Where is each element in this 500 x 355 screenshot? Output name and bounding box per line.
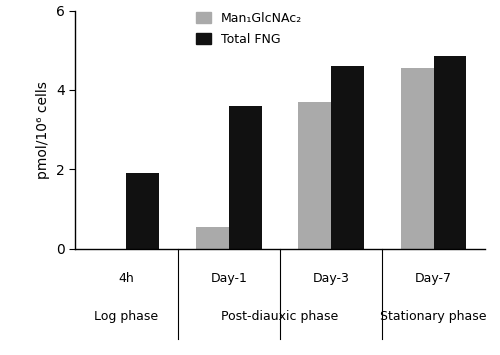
Text: Day-3: Day-3 [313, 272, 350, 285]
Text: 4h: 4h [118, 272, 134, 285]
Text: Log phase: Log phase [94, 310, 158, 323]
Text: Post-diauxic phase: Post-diauxic phase [222, 310, 338, 323]
Bar [434, 56, 466, 248]
Y-axis label: pmol/10⁶ cells: pmol/10⁶ cells [36, 81, 50, 179]
Bar [196, 227, 229, 248]
Text: Day-7: Day-7 [415, 272, 452, 285]
Text: Stationary phase: Stationary phase [380, 310, 487, 323]
Bar [229, 106, 262, 248]
Bar [401, 68, 434, 248]
Text: Day-1: Day-1 [210, 272, 247, 285]
Bar [331, 66, 364, 248]
Bar [298, 102, 331, 248]
Bar [126, 173, 159, 248]
Legend: Man₁GlcNAc₂, Total FNG: Man₁GlcNAc₂, Total FNG [196, 12, 302, 46]
